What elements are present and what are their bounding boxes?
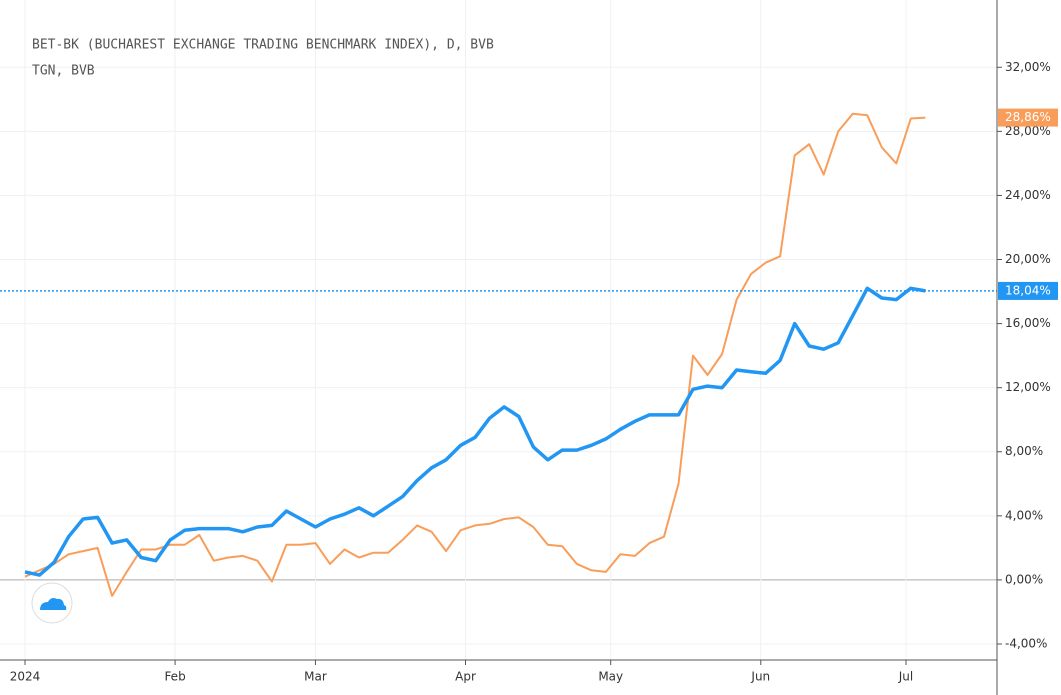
last-value-badge <box>998 281 1058 300</box>
y-tick-label: 12,00% <box>1005 380 1051 394</box>
x-tick-label: Jun <box>750 670 770 684</box>
x-tick-label: 2024 <box>10 670 41 684</box>
logo <box>31 582 73 624</box>
y-tick-label: 28,00% <box>1005 124 1051 138</box>
legend-line: BET-BK (BUCHAREST EXCHANGE TRADING BENCH… <box>32 38 494 53</box>
x-tick-label: Mar <box>304 670 327 684</box>
x-tick-label: Feb <box>164 670 185 684</box>
last-value-label: 18,04% <box>1005 283 1051 297</box>
y-tick-label: 8,00% <box>1005 444 1043 458</box>
y-tick-label: 4,00% <box>1005 508 1043 522</box>
y-tick-label: -4,00% <box>1005 636 1047 650</box>
x-tick-label: Apr <box>455 670 476 684</box>
last-value-label: 28,86% <box>1005 110 1051 124</box>
x-tick-label: Jul <box>898 670 913 684</box>
y-tick-label: 0,00% <box>1005 572 1043 586</box>
y-tick-label: 24,00% <box>1005 188 1051 202</box>
y-tick-label: 16,00% <box>1005 316 1051 330</box>
y-tick-label: 20,00% <box>1005 252 1051 266</box>
y-tick-label: 32,00% <box>1005 60 1051 74</box>
series-line <box>24 286 926 577</box>
plot <box>0 112 997 597</box>
legend-line: TGN, BVB <box>32 64 95 79</box>
x-tick-label: May <box>598 670 623 684</box>
series-line <box>24 112 926 597</box>
last-value-badge <box>998 108 1058 127</box>
grid <box>0 0 997 660</box>
